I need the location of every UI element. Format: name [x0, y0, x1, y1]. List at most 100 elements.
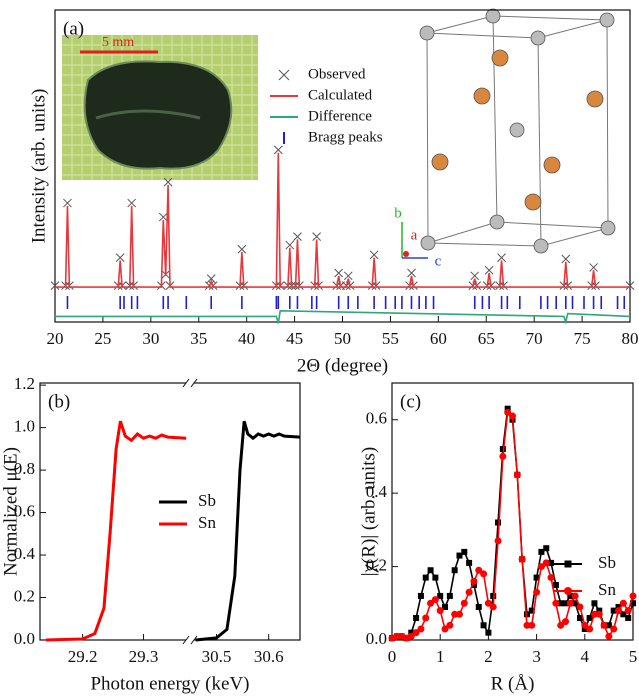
marker: [499, 452, 507, 460]
x-axis-label: Photon energy (keV): [90, 673, 249, 694]
x-tick-label: 40: [238, 329, 255, 348]
marker: [513, 471, 521, 479]
atom-sn: [473, 87, 491, 105]
panel-label: (c): [400, 391, 421, 412]
plot-frame: [391, 382, 634, 641]
x-axis-label: 2Θ (degree): [297, 355, 388, 376]
marker: [523, 611, 530, 618]
y-tick-label: 0.4: [366, 482, 388, 501]
marker: [455, 610, 463, 618]
axis-c-label: c: [435, 253, 442, 269]
marker: [343, 271, 353, 281]
marker: [427, 567, 434, 574]
x-axis-label: R (Å): [491, 673, 535, 694]
marker: [504, 405, 511, 412]
marker: [538, 548, 545, 555]
axis-triad: [401, 222, 428, 259]
marker: [475, 566, 483, 574]
x-tick-label: 3: [532, 647, 541, 666]
atom-sb: [533, 238, 549, 254]
y-tick-label: 0.0: [366, 629, 387, 648]
atom-sb: [420, 235, 436, 251]
y-tick-label: 0.8: [14, 459, 35, 478]
atom-sb: [599, 12, 615, 28]
marker: [407, 632, 415, 640]
marker: [504, 408, 512, 416]
marker: [572, 600, 579, 607]
marker: [408, 629, 415, 636]
x-tick-label: 70: [526, 329, 543, 348]
marker: [334, 268, 344, 278]
marker: [417, 592, 424, 599]
legend-label: Sn: [198, 513, 216, 532]
marker: [629, 592, 637, 600]
marker: [470, 577, 478, 585]
marker: [581, 621, 589, 629]
marker: [605, 622, 612, 629]
marker: [562, 618, 570, 626]
marker: [115, 253, 125, 262]
marker: [586, 614, 593, 621]
marker: [528, 607, 535, 614]
legend-symbol: [564, 587, 572, 595]
marker: [451, 610, 459, 618]
marker: [465, 588, 473, 596]
marker: [480, 570, 488, 578]
x-tick-label: 75: [574, 329, 591, 348]
marker: [590, 610, 598, 618]
series-line: [55, 152, 630, 288]
atom-sb: [489, 214, 505, 230]
marker: [600, 621, 608, 629]
marker: [237, 244, 247, 254]
marker: [417, 625, 425, 633]
axis-break-gap: [186, 637, 194, 643]
y-tick-label: 1.0: [14, 417, 35, 436]
atom-sn: [431, 153, 449, 171]
x-tick-label: 35: [190, 329, 207, 348]
marker: [494, 537, 502, 545]
marker: [163, 177, 173, 187]
marker: [446, 592, 453, 599]
marker: [158, 212, 168, 222]
marker: [566, 599, 574, 607]
marker: [576, 603, 584, 611]
marker: [547, 574, 555, 582]
marker: [285, 240, 295, 250]
legend-label: Sn: [598, 580, 616, 599]
marker: [484, 599, 492, 607]
x-tick-label: 5: [629, 647, 638, 666]
marker: [624, 607, 632, 615]
marker: [432, 574, 439, 581]
marker: [431, 596, 439, 604]
series-line: [195, 420, 301, 642]
x-tick-label: 30: [142, 329, 159, 348]
x-tick-label: 80: [622, 329, 639, 348]
x-tick-label: 65: [478, 329, 495, 348]
axis-b-label: b: [394, 205, 402, 221]
marker: [393, 632, 401, 640]
x-tick-label: 30.6: [254, 647, 284, 666]
marker: [615, 607, 623, 615]
legend-label: Sb: [598, 553, 616, 572]
legend-label: Bragg peaks: [308, 129, 383, 145]
series-1: [388, 408, 637, 642]
marker: [461, 548, 468, 555]
marker: [369, 250, 379, 260]
x-tick-label: 60: [430, 329, 447, 348]
marker: [466, 559, 473, 566]
marker: [407, 268, 416, 278]
x-tick-label: 2: [484, 647, 493, 666]
marker: [427, 599, 435, 607]
marker: [548, 559, 555, 566]
scale-label: 5 mm: [102, 35, 134, 50]
marker: [542, 559, 550, 567]
marker: [581, 625, 588, 632]
atom-sb: [530, 30, 546, 46]
x-tick-label: 4: [581, 647, 590, 666]
x-tick-label: 50: [334, 329, 351, 348]
marker: [489, 603, 497, 611]
atom-sn: [543, 156, 561, 174]
series-1: [46, 420, 187, 642]
marker: [293, 232, 302, 242]
marker: [562, 600, 569, 607]
